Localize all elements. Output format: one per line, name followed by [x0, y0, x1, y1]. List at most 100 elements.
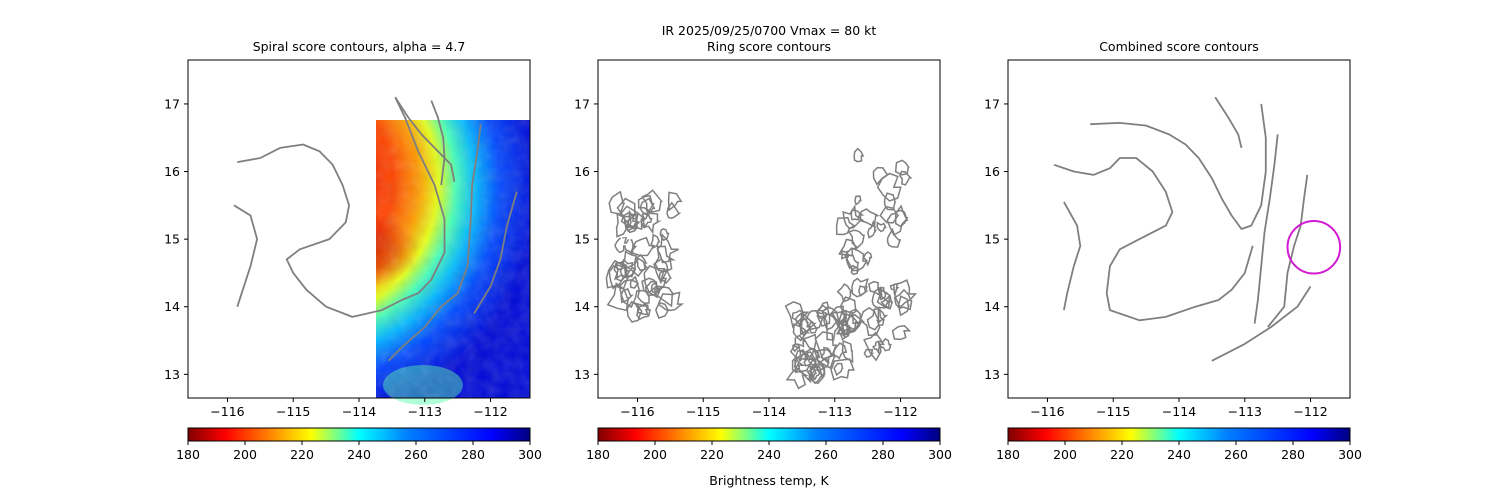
panel-title: Ring score contours	[707, 39, 831, 54]
ring-score-contour	[656, 233, 679, 264]
ring-score-contour	[657, 291, 685, 312]
colorbar-tick-label: 300	[1338, 447, 1362, 462]
colorbar-tick-label: 220	[290, 447, 314, 462]
score-contour	[233, 204, 258, 307]
panel-2: Ring score contours −116 −115 −114 −113 −112 1…	[528, 5, 952, 462]
ring-score-contour	[837, 323, 851, 341]
x-tick-label: −115	[1096, 404, 1130, 419]
x-tick-label: −112	[1293, 404, 1327, 419]
ring-score-contour	[845, 254, 859, 270]
brightness-temp-heatmap	[528, 5, 940, 405]
ring-score-contour	[823, 312, 841, 341]
colorbar-tick-label: 220	[1110, 447, 1134, 462]
colorbar-tick-label: 260	[404, 447, 428, 462]
ring-score-contour	[842, 204, 865, 229]
colorbar-tick-label: 240	[757, 447, 781, 462]
ring-score-contour	[794, 334, 806, 348]
ring-score-contour	[897, 295, 910, 317]
colorbar-tick-label: 180	[176, 447, 200, 462]
ring-score-contour	[867, 219, 878, 239]
ring-score-contour	[877, 286, 889, 301]
colorbar-tick-label: 220	[700, 447, 724, 462]
ring-score-contour	[650, 282, 662, 294]
y-tick-label: 14	[164, 299, 180, 314]
y-tick-label: 15	[984, 232, 1000, 247]
y-tick-label: 15	[164, 232, 180, 247]
ring-score-contour	[614, 235, 628, 254]
ring-score-contour	[859, 306, 881, 336]
score-contour	[394, 96, 456, 182]
ring-score-contour	[809, 363, 826, 385]
x-tick-label: −113	[818, 404, 852, 419]
x-tick-label: −114	[342, 404, 376, 419]
x-tick-label: −116	[1030, 404, 1064, 419]
colorbar-label: Brightness temp, K	[709, 473, 829, 488]
y-tick-label: 15	[574, 232, 590, 247]
ring-score-contour	[844, 247, 868, 272]
ring-score-contour	[836, 283, 854, 303]
x-tick-label: −113	[1228, 404, 1262, 419]
ring-score-contour	[877, 337, 892, 352]
ring-score-contour	[608, 190, 626, 215]
ring-score-contour	[659, 227, 670, 242]
ring-score-contour	[817, 304, 831, 328]
x-tick-label: −113	[408, 404, 442, 419]
panel-3: Combined score contours −116 −115 −114 −113 −…	[984, 39, 1362, 462]
y-tick-label: 14	[984, 299, 1000, 314]
ring-score-contour	[879, 205, 900, 224]
x-tick-label: −114	[752, 404, 786, 419]
ring-score-contour	[658, 268, 672, 285]
ring-score-contour	[851, 277, 869, 298]
ring-score-contour	[835, 216, 856, 236]
x-tick-label: −112	[473, 404, 507, 419]
ring-score-contour	[833, 362, 844, 377]
y-tick-label: 13	[164, 367, 180, 382]
ring-score-contour	[830, 358, 855, 381]
y-tick-label: 14	[574, 299, 590, 314]
ring-score-contour	[839, 313, 860, 336]
storm-center-marker	[620, 235, 631, 246]
ring-score-contour	[792, 343, 801, 353]
ring-score-contour	[653, 258, 669, 285]
score-contour	[1053, 157, 1254, 322]
x-tick-label: −115	[686, 404, 720, 419]
colorbar-tick-label: 180	[586, 447, 610, 462]
ring-score-contour	[618, 250, 638, 278]
ring-score-contour	[605, 259, 629, 290]
storm-center-marker	[1178, 223, 1187, 232]
colorbar-tick-label: 240	[347, 447, 371, 462]
y-tick-label: 17	[574, 96, 590, 111]
ring-score-contour	[784, 300, 810, 329]
ring-score-contour	[641, 189, 663, 213]
ring-score-contour	[616, 197, 639, 229]
colorbar-tick-label: 200	[233, 447, 257, 462]
colorbar-tick-label: 260	[814, 447, 838, 462]
y-tick-label: 16	[984, 164, 1000, 179]
colorbar-tick-label: 300	[928, 447, 952, 462]
panel-1: Spiral score contours, alpha = 4.7 −116 −1…	[164, 39, 542, 462]
ring-score-contour	[791, 356, 806, 373]
ring-score-contour	[847, 229, 865, 249]
ring-score-contour	[802, 333, 818, 351]
ring-score-contour	[886, 204, 909, 237]
score-contour	[1253, 134, 1279, 324]
ring-score-contour	[641, 212, 653, 229]
ring-score-contour	[850, 209, 865, 221]
ring-score-contour	[799, 318, 813, 336]
x-tick-label: −115	[276, 404, 310, 419]
axes-frame	[597, 59, 941, 399]
y-tick-label: 13	[984, 367, 1000, 382]
ring-score-contour	[853, 147, 865, 163]
colorbar	[1007, 427, 1351, 442]
ring-score-contour	[615, 212, 632, 238]
ring-score-contour	[891, 325, 912, 341]
ring-score-contour	[633, 301, 651, 321]
ring-score-contour	[841, 339, 854, 364]
y-tick-label: 16	[164, 164, 180, 179]
ring-score-contour	[877, 306, 889, 325]
colorbar-tick-label: 280	[1281, 447, 1305, 462]
ring-score-contour	[863, 348, 875, 358]
y-tick-label: 16	[574, 164, 590, 179]
y-tick-label: 13	[574, 367, 590, 382]
ring-score-contour	[813, 349, 837, 370]
